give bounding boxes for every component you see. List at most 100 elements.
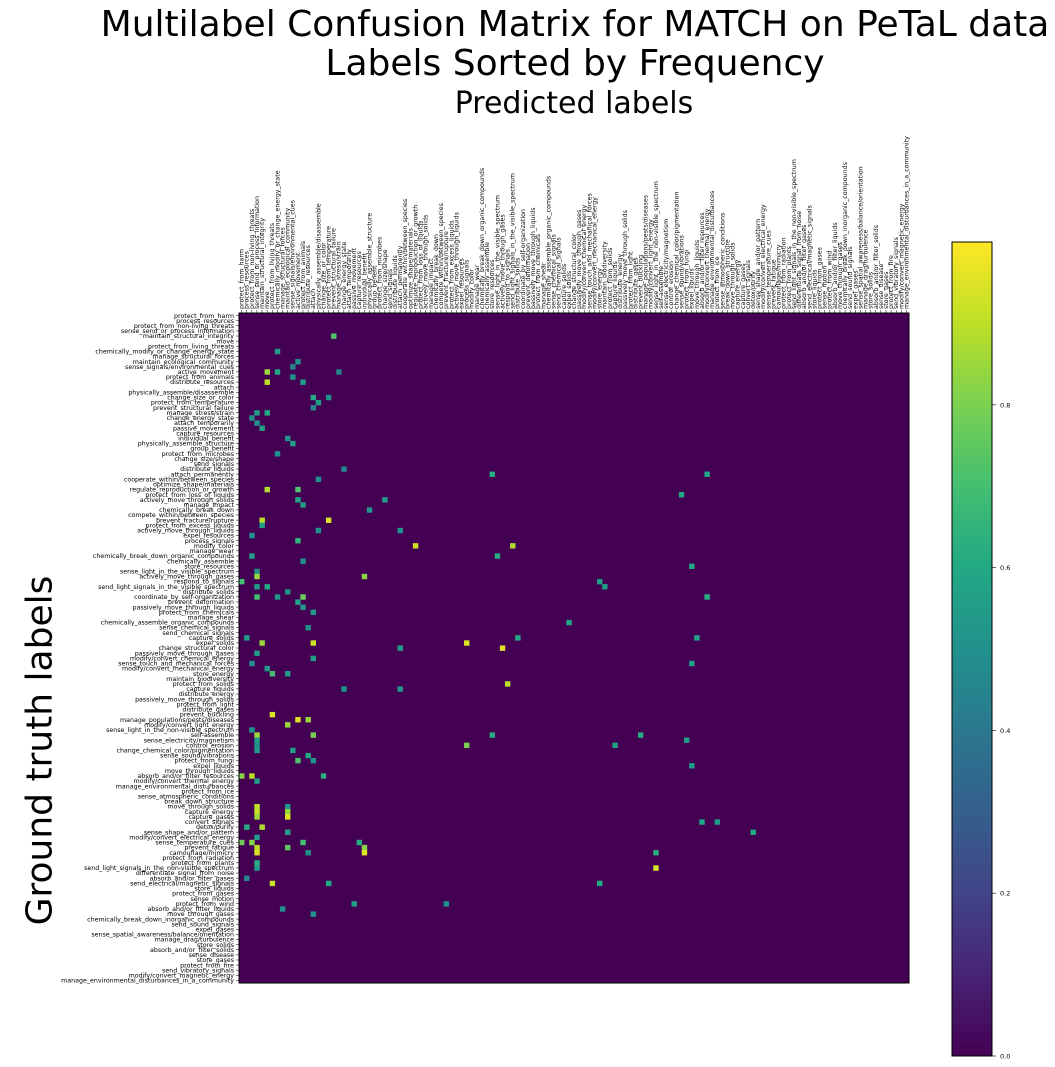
y-tick-label: send_chemical_signals	[162, 630, 234, 637]
heatmap-cell	[264, 410, 270, 416]
y-tick-label: process_signals	[185, 538, 234, 545]
heatmap-cell	[305, 624, 311, 631]
x-tick-label: move_through_gases	[837, 242, 844, 309]
y-tick-label: manage_environmental_disturbances_in_a_c…	[61, 978, 234, 985]
y-tick-label: respond_to_signals	[174, 579, 234, 586]
x-tick-label: manage_wear	[474, 264, 481, 309]
x-tick-label: prevent_structural_failure	[331, 228, 338, 309]
heatmap-cell	[254, 865, 260, 871]
y-tick-label: control_erosion	[186, 742, 234, 749]
x-tick-label: distribute_resources	[305, 245, 312, 309]
x-tick-label: change_energy_state	[341, 242, 348, 309]
y-tick-label: optimize_shape/materials	[153, 482, 234, 489]
y-tick-label: sense_electricity/magnetism	[144, 737, 234, 744]
x-tick-label: group_benefit	[372, 265, 379, 309]
y-tick-label: protect_from_solids	[173, 681, 234, 688]
x-tick-label: distribute_gases	[632, 257, 639, 309]
y-tick-label: move	[216, 338, 234, 345]
x-tick-label: sense_chemical_signals	[551, 234, 558, 309]
x-tick-label: cooperate_within/between_species	[402, 199, 409, 309]
y-tick-label: sense_motion	[191, 896, 235, 903]
x-tick-label: passively_move_through_liquids	[530, 207, 537, 309]
y-tick-label: sense_atmospheric_conditions	[138, 794, 234, 801]
heatmap-cell	[310, 732, 317, 738]
heatmap-cell	[699, 819, 705, 825]
x-tick-label: protect_from_excess_liquids	[448, 221, 455, 309]
y-tick-label: expel_solids	[196, 640, 234, 647]
x-tick-label: capture_liquids	[612, 261, 619, 309]
heatmap-cell	[315, 476, 322, 483]
y-tick-label: coordinate_by_self-organization	[134, 594, 234, 601]
heatmap-cell	[750, 829, 756, 835]
colorbar-tick-label: 0.2	[1000, 890, 1010, 898]
heatmap-cell	[366, 507, 373, 513]
x-tick-label: chemically_assemble	[484, 242, 491, 309]
x-tick-label: sense_motion	[822, 265, 829, 309]
y-tick-label: absorb_and/or_filter_resources	[137, 773, 234, 780]
x-tick-label: sense_electricity/magnetism	[663, 219, 670, 309]
x-tick-label: actively_move_through_solids	[423, 215, 430, 309]
x-tick-label: modify/convert_electrical_energy	[760, 204, 767, 309]
y-tick-label: protect_from_light	[177, 701, 235, 708]
chart-title: Multilabel Confusion Matrix for MATCH on…	[100, 4, 1050, 45]
x-tick-label: compete_within/between_species	[438, 203, 445, 309]
x-tick-label: manage_environmental_disturbances	[709, 191, 716, 309]
y-tick-label: physically_assemble/disassemble	[128, 389, 234, 396]
x-tick-label: send_vibratory_signals	[893, 237, 900, 309]
heatmap-cell	[325, 394, 332, 401]
y-tick-label: protect_from_animals	[166, 374, 234, 381]
heatmap-cell	[254, 584, 260, 590]
heatmap-cell	[597, 578, 603, 585]
heatmap-cell	[341, 686, 347, 692]
heatmap-cell	[269, 880, 276, 887]
heatmap-cell	[285, 722, 291, 728]
heatmap-cell	[331, 333, 337, 339]
heatmap-cell	[361, 850, 368, 856]
colorbar	[951, 241, 993, 1057]
x-tick-label: absorb_and/or_filter_solids	[873, 225, 880, 309]
y-tick-label: sense_disease	[189, 952, 234, 959]
x-tick-label: modify/convert_mechanical_energy	[591, 197, 598, 309]
heatmap-cell	[254, 844, 260, 851]
heatmap-cell	[714, 819, 721, 825]
heatmap-cell	[325, 517, 332, 523]
x-tick-label: capture_solids	[561, 264, 568, 309]
y-tick-label: move_through_liquids	[165, 768, 234, 775]
y-tick-label: chemically_break_down_inorganic_compound…	[87, 916, 234, 923]
heatmap-cell	[249, 839, 255, 846]
heatmap-cell	[290, 364, 296, 370]
x-tick-label: convert_signals	[745, 260, 752, 309]
colorbar-tick-label: 0.0	[1000, 1053, 1010, 1061]
heatmap-cell	[295, 359, 301, 365]
heatmap-cell	[515, 635, 521, 641]
heatmap-cell	[443, 901, 449, 907]
x-tick-label: protect_from_loss_of_liquids	[418, 220, 425, 309]
heatmap-cell	[504, 681, 511, 687]
y-tick-label: distribute_solids	[183, 589, 234, 596]
heatmap-cell	[295, 538, 301, 544]
y-tick-label: prevent_buckling	[180, 712, 234, 719]
x-tick-label: physically_assemble_structure	[366, 213, 373, 309]
heatmap-cell	[689, 660, 695, 667]
x-tick-label: send_light_signals_in_the_visible_spectr…	[510, 173, 517, 309]
heatmap-cell	[602, 584, 608, 590]
heatmap-cell	[653, 850, 659, 856]
colorbar-ticks: 0.0 0.2 0.4 0.6 0.8	[992, 401, 1010, 1061]
heatmap-cell	[285, 809, 291, 815]
x-tick-label: expel_resources	[458, 258, 465, 309]
x-tick-label: individual_benefit	[361, 253, 368, 309]
y-tick-label: sense_touch_and_mechanical_forces	[118, 661, 234, 668]
heatmap-cell	[254, 809, 260, 815]
heatmap-cell	[254, 594, 260, 600]
heatmap-cell	[397, 645, 403, 651]
x-tick-label: passively_move_through_solids	[622, 210, 629, 309]
x-tick-label: self-assemble	[658, 266, 665, 309]
y-tick-label: attach	[214, 384, 234, 391]
y-tick-label: prevent_fatigue	[184, 845, 234, 852]
heatmap-cell	[290, 374, 296, 380]
x-tick-label: send_chemical_signals	[556, 237, 563, 309]
x-tick-label: send_electrical/magnetic_signals	[806, 205, 813, 309]
heatmap-cell	[295, 497, 301, 503]
x-tick-label: active_movement	[295, 252, 302, 309]
heatmap-cell	[300, 558, 306, 564]
